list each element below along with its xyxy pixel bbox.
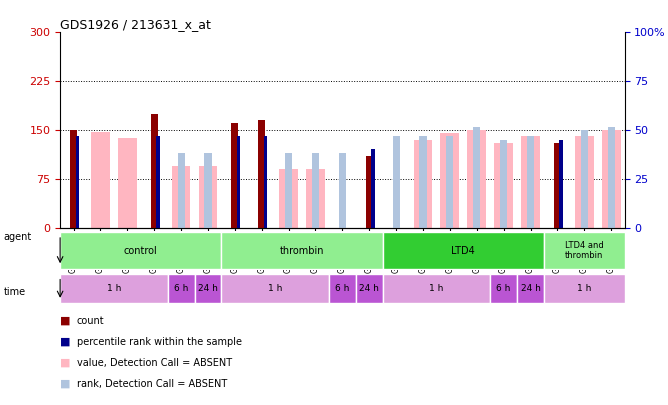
Bar xyxy=(198,166,217,228)
Bar xyxy=(60,232,221,269)
Bar xyxy=(306,169,325,228)
Bar xyxy=(521,136,540,228)
Bar xyxy=(339,153,346,228)
Bar xyxy=(560,140,563,228)
Bar xyxy=(204,153,212,228)
Bar xyxy=(60,274,168,303)
Bar xyxy=(312,153,319,228)
Bar xyxy=(500,140,507,228)
Bar xyxy=(178,153,184,228)
Text: 1 h: 1 h xyxy=(268,284,283,293)
Text: ■: ■ xyxy=(60,358,71,368)
Bar xyxy=(420,136,427,228)
Text: thrombin: thrombin xyxy=(280,245,324,256)
Text: 6 h: 6 h xyxy=(496,284,511,293)
Bar xyxy=(156,136,160,228)
Text: count: count xyxy=(77,316,104,326)
Bar xyxy=(371,149,375,228)
Bar xyxy=(221,232,383,269)
Text: 1 h: 1 h xyxy=(430,284,444,293)
Bar xyxy=(75,136,79,228)
Bar xyxy=(544,274,625,303)
Text: 24 h: 24 h xyxy=(359,284,379,293)
Bar xyxy=(517,274,544,303)
Text: agent: agent xyxy=(3,232,31,242)
Bar xyxy=(365,157,373,228)
Text: 6 h: 6 h xyxy=(335,284,349,293)
Bar xyxy=(490,274,517,303)
Text: time: time xyxy=(3,288,25,297)
Bar xyxy=(150,114,158,228)
Text: rank, Detection Call = ABSENT: rank, Detection Call = ABSENT xyxy=(77,379,227,389)
Text: 24 h: 24 h xyxy=(198,284,218,293)
Text: 1 h: 1 h xyxy=(107,284,121,293)
Text: 6 h: 6 h xyxy=(174,284,188,293)
Bar xyxy=(264,136,267,228)
Bar xyxy=(468,130,486,228)
Bar xyxy=(393,136,399,228)
Text: ■: ■ xyxy=(60,316,71,326)
Bar xyxy=(172,166,190,228)
Bar xyxy=(580,130,588,228)
Text: ■: ■ xyxy=(60,379,71,389)
Bar xyxy=(118,138,137,228)
Bar xyxy=(329,274,356,303)
Bar xyxy=(279,169,298,228)
Bar xyxy=(440,133,460,228)
Bar xyxy=(544,232,625,269)
Text: percentile rank within the sample: percentile rank within the sample xyxy=(77,337,242,347)
Text: GDS1926 / 213631_x_at: GDS1926 / 213631_x_at xyxy=(60,18,211,31)
Text: LTD4: LTD4 xyxy=(452,245,475,256)
Bar xyxy=(365,156,373,228)
Bar xyxy=(446,136,454,228)
Bar xyxy=(383,274,490,303)
Bar xyxy=(473,127,480,228)
Text: LTD4 and
thrombin: LTD4 and thrombin xyxy=(565,241,604,260)
Bar xyxy=(91,132,110,228)
Bar xyxy=(527,136,534,228)
Bar xyxy=(231,124,238,228)
Bar xyxy=(70,130,77,228)
Text: 1 h: 1 h xyxy=(577,284,591,293)
Bar xyxy=(258,120,265,228)
Bar xyxy=(168,274,194,303)
Bar xyxy=(494,143,513,228)
Text: 24 h: 24 h xyxy=(520,284,540,293)
Bar xyxy=(194,274,221,303)
Text: ■: ■ xyxy=(60,337,71,347)
Bar xyxy=(413,140,432,228)
Bar xyxy=(237,136,240,228)
Text: value, Detection Call = ABSENT: value, Detection Call = ABSENT xyxy=(77,358,232,368)
Bar xyxy=(383,232,544,269)
Text: control: control xyxy=(124,245,158,256)
Bar xyxy=(285,153,292,228)
Bar xyxy=(602,130,621,228)
Bar xyxy=(356,274,383,303)
Bar xyxy=(554,143,561,228)
Bar xyxy=(221,274,329,303)
Bar xyxy=(575,136,594,228)
Bar xyxy=(608,127,615,228)
